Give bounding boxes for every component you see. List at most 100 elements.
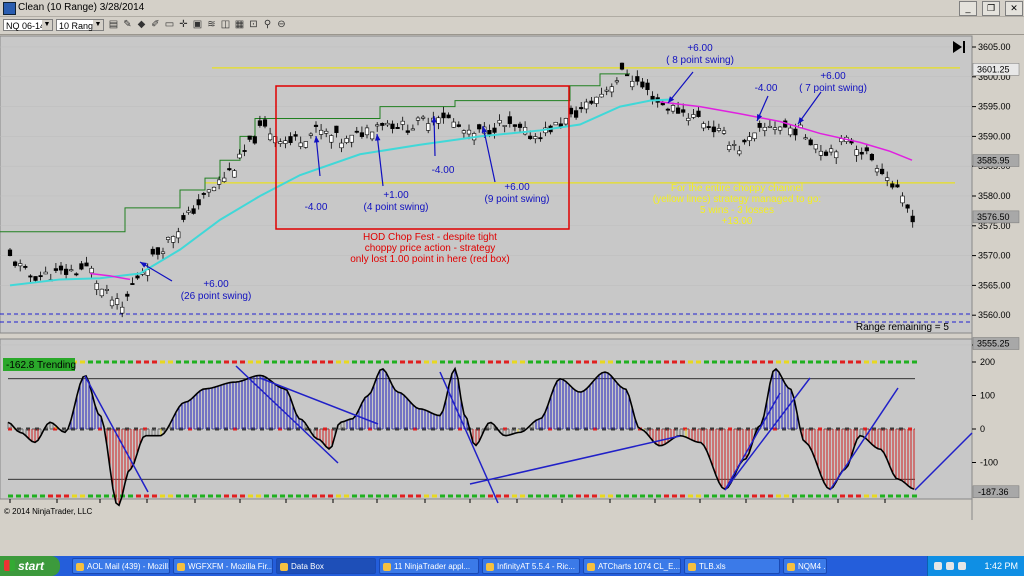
candle-body <box>772 127 778 130</box>
taskbar-item[interactable]: ATCharts 1074 CL_E... <box>583 558 681 574</box>
candle-body <box>742 139 747 143</box>
annotation-text: HOD Chop Fest - despite tight <box>363 232 497 243</box>
start-button[interactable]: start <box>0 556 60 576</box>
osc-signal-dot <box>576 360 581 364</box>
taskbar-item[interactable]: 11 NinjaTrader appl... <box>379 558 479 574</box>
candle-body <box>53 268 58 271</box>
price-chart[interactable]: 3605.003600.003595.003590.003585.003580.… <box>0 35 1024 521</box>
interval-select[interactable]: 10 Range ▼ <box>56 19 104 31</box>
magnify-icon[interactable]: ⚲ <box>263 19 272 30</box>
eraser-icon[interactable]: ▭ <box>164 19 175 30</box>
osc-signal-dot <box>568 494 573 498</box>
osc-signal-dot <box>144 360 149 364</box>
candle-body <box>252 136 257 144</box>
osc-signal-dot <box>912 494 917 498</box>
osc-signal-dot <box>312 494 317 498</box>
crosshair-icon[interactable]: ✛ <box>179 19 188 30</box>
candle-body <box>89 267 94 274</box>
zoom-out-icon[interactable]: ⊖ <box>277 19 286 30</box>
osc-zero-dot <box>35 427 39 431</box>
osc-trendline <box>724 377 811 491</box>
lock-icon[interactable]: ⊡ <box>249 19 258 30</box>
osc-signal-dot <box>792 360 797 364</box>
play-icon[interactable] <box>953 41 962 53</box>
strategy-icon[interactable]: ◫ <box>220 19 231 30</box>
arrow-line <box>315 135 321 177</box>
instrument-select[interactable]: NQ 06-14 ▼ <box>3 19 53 31</box>
osc-signal-dot <box>184 494 189 498</box>
osc-signal-dot <box>416 494 421 498</box>
indicator-icon[interactable]: ≋ <box>207 19 216 30</box>
price-tick-label: 3600.00 <box>978 72 1011 82</box>
bar-type-icon[interactable]: ▤ <box>108 19 119 30</box>
candle-body <box>43 271 48 275</box>
tray-icon[interactable] <box>946 562 954 570</box>
pencil-icon[interactable]: ✐ <box>151 19 160 30</box>
blue-dashed-lines <box>0 313 972 323</box>
taskbar: start AOL Mail (439) - Mozill... WGFXFM … <box>0 556 1024 576</box>
data-box-icon[interactable]: ▦ <box>234 19 245 30</box>
close-button[interactable]: ✕ <box>1005 1 1023 16</box>
osc-signal-dot <box>808 360 813 364</box>
red-box <box>275 85 570 230</box>
osc-zero-dot <box>269 427 273 431</box>
candlesticks <box>7 62 915 318</box>
osc-signal-dot <box>464 494 469 498</box>
candle-body <box>99 288 104 297</box>
osc-signal-dot <box>560 360 565 364</box>
osc-signal-dot <box>216 360 221 364</box>
osc-zero-dot <box>647 427 651 431</box>
candle-body <box>288 136 293 143</box>
draw-icon[interactable]: ✎ <box>123 19 132 30</box>
osc-zero-dot <box>746 427 750 431</box>
osc-signal-dot <box>632 360 637 364</box>
taskbar-item[interactable]: TLB.xls <box>684 558 780 574</box>
candle-body <box>385 122 390 126</box>
osc-signal-dot <box>136 360 141 364</box>
price-marker-box <box>972 337 1020 350</box>
minimize-button[interactable]: _ <box>959 1 977 16</box>
taskbar-item[interactable]: NQM4 ... <box>783 558 827 574</box>
osc-zero-dot <box>701 427 705 431</box>
osc-zero-dot <box>665 427 669 431</box>
color-icon[interactable]: ◆ <box>137 19 146 30</box>
osc-signal-dot <box>80 360 85 364</box>
osc-trendline <box>829 387 899 491</box>
osc-signal-dot <box>184 360 189 364</box>
osc-signal-dot <box>408 360 413 364</box>
osc-zero-dot <box>314 427 318 431</box>
osc-signal-dot <box>552 360 557 364</box>
window-title: Clean (10 Range) 3/28/2014 <box>18 2 145 13</box>
osc-signal-dot <box>224 360 229 364</box>
candle-body <box>262 119 268 127</box>
restore-button[interactable]: ❐ <box>982 1 1000 16</box>
properties-icon[interactable]: ▣ <box>192 19 203 30</box>
osc-zero-dot <box>179 427 183 431</box>
oscillator-panel[interactable] <box>0 338 973 500</box>
osc-signal-dot <box>224 494 229 498</box>
osc-signal-dot <box>272 360 277 364</box>
osc-signal-dot <box>816 494 821 498</box>
osc-zero-dot <box>881 427 885 431</box>
taskbar-item[interactable]: WGFXFM - Mozilla Fir... <box>173 558 273 574</box>
osc-signal-dot <box>432 360 437 364</box>
interval-value: 10 Range <box>59 21 99 31</box>
candle-body <box>303 141 308 148</box>
osc-signal-dot <box>480 494 485 498</box>
taskbar-item[interactable]: AOL Mail (439) - Mozill... <box>72 558 170 574</box>
osc-signal-dot <box>368 494 373 498</box>
osc-zero-dot <box>899 427 903 431</box>
candle-body <box>84 262 89 267</box>
candle-body <box>675 107 681 114</box>
candle-body <box>808 139 813 146</box>
osc-signal-dot <box>328 360 333 364</box>
chevron-down-icon: ▼ <box>42 20 52 30</box>
candle-body <box>818 150 823 156</box>
osc-zero-dot <box>656 427 660 431</box>
tray-icon[interactable] <box>958 562 966 570</box>
taskbar-item[interactable]: Data Box <box>276 558 376 574</box>
osc-signal-dot <box>776 494 781 498</box>
taskbar-item[interactable]: InfinityAT 5.5.4 - Ric... <box>482 558 580 574</box>
tray-icon[interactable] <box>934 562 942 570</box>
candle-body <box>135 275 140 279</box>
